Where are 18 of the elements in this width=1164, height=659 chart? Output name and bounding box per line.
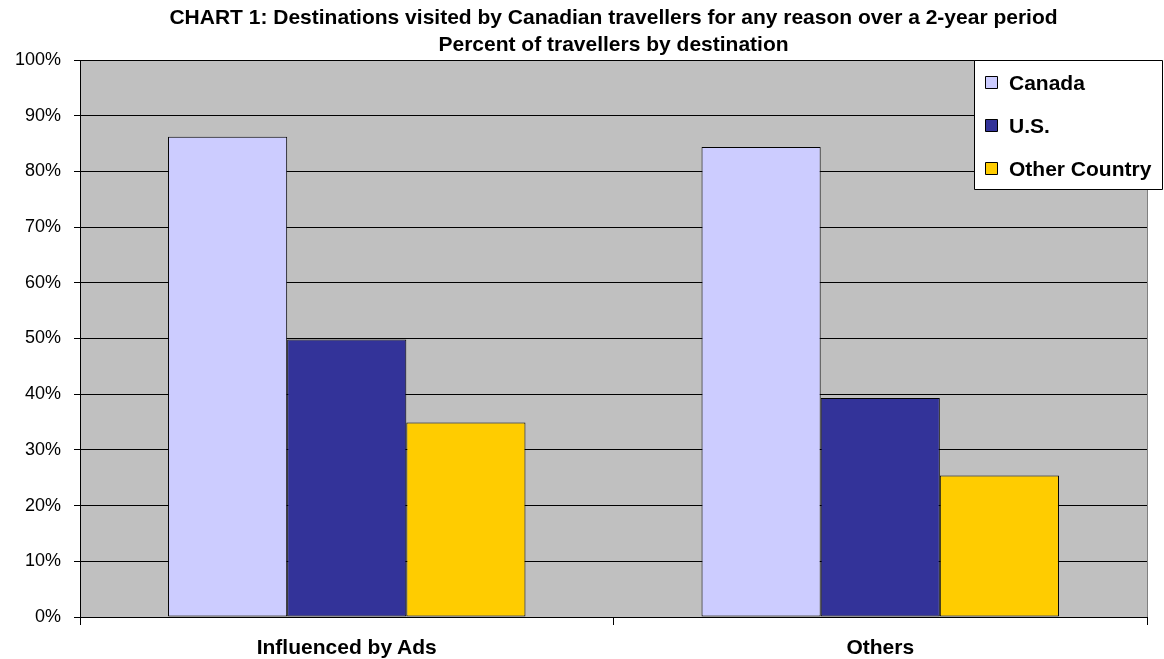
chart-title: CHART 1: Destinations visited by Canadian travellers for any reason over a 2-year period: [169, 4, 1058, 28]
y-tick-label: 40%: [24, 383, 61, 404]
x-tick-label: Others: [846, 635, 915, 659]
legend-label: Other Country: [1009, 156, 1152, 180]
y-tick-label: 70%: [24, 216, 61, 237]
legend-label: U.S.: [1009, 113, 1050, 137]
chart-subtitle: Percent of travellers by destination: [438, 31, 789, 55]
x-tick-label: Influenced by Ads: [256, 635, 437, 659]
y-tick-label: 30%: [24, 438, 61, 459]
y-tick-label: 60%: [24, 271, 61, 292]
y-tick-label: 100%: [14, 48, 61, 69]
y-tick-label: 80%: [24, 160, 61, 181]
y-tick-label: 10%: [24, 550, 61, 571]
y-tick-label: 90%: [24, 104, 61, 125]
y-tick-label: 0%: [34, 605, 61, 626]
y-tick-label: 50%: [24, 327, 61, 348]
legend-label: Canada: [1009, 70, 1086, 94]
y-tick-label: 20%: [24, 494, 61, 515]
